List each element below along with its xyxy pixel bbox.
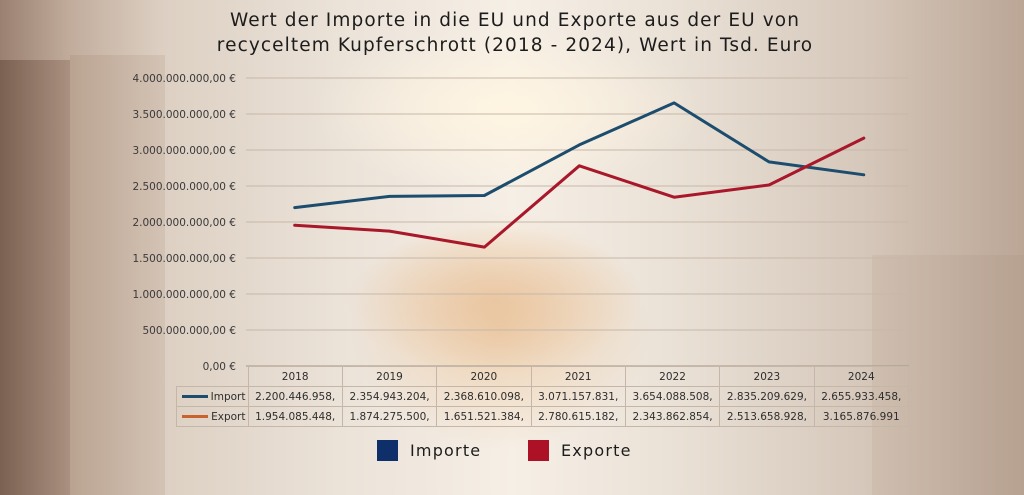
y-tick-label: 2.500.000.000,00 € (132, 181, 236, 193)
background-block-left (70, 55, 165, 495)
chart-title-line-2: recyceltem Kupferschrott (2018 - 2024), … (216, 35, 814, 56)
y-tick-label: 1.500.000.000,00 € (132, 253, 236, 265)
data-table-cell: 1.874.275.500, (341, 406, 438, 427)
data-table-cell: 1.651.521.384, (436, 406, 532, 427)
y-tick-label: 4.000.000.000,00 € (132, 73, 236, 85)
series-line-import (293, 101, 866, 210)
data-point-import (293, 206, 296, 209)
background-pillar-left (0, 60, 70, 495)
y-tick-label: 0,00 € (203, 361, 236, 373)
data-table-row-import: Import 2.200.446.958, 2.354.943.204, 2.3… (176, 386, 910, 407)
data-table-year: 2021 (530, 366, 626, 387)
data-point-export (862, 136, 865, 140)
data-table-cell: 2.200.446.958, (247, 386, 343, 407)
y-tick-label: 3.000.000.000,00 € (132, 145, 236, 157)
data-point-export (767, 183, 771, 187)
data-table-cell: 3.165.876.991 (813, 406, 910, 427)
series-line-export (293, 136, 866, 249)
legend-swatch-importe (377, 440, 398, 461)
data-point-import (862, 173, 865, 176)
data-table: 2018 2019 2020 2021 2022 2023 2024 Impor… (176, 366, 910, 427)
legend-swatch-exporte (528, 440, 549, 461)
data-point-export (483, 245, 486, 249)
data-table-cell: 3.071.157.831, (530, 386, 626, 407)
y-tick-label: 3.500.000.000,00 € (132, 109, 236, 121)
data-table-cell: 2.655.933.458, (813, 386, 910, 407)
legend-label-exporte: Exporte (561, 441, 632, 460)
import-line-key (181, 395, 208, 398)
data-table-series-key-export: Export (176, 406, 249, 427)
data-table-cell: 2.368.610.098, (436, 386, 532, 407)
background-light-beam (345, 225, 645, 375)
data-table-corner (177, 367, 249, 387)
data-table-row-export: Export 1.954.085.448, 1.874.275.500, 1.6… (176, 406, 910, 427)
data-table-cell: 1.954.085.448, (247, 406, 343, 427)
gridlines (246, 77, 909, 367)
y-axis-tick-labels: 0,00 € 500.000.000,00 € 1.000.000.000,00 €… (132, 73, 236, 373)
legend: Importe Exporte (0, 440, 1024, 470)
data-table-year: 2022 (624, 366, 721, 387)
data-table-header-row: 2018 2019 2020 2021 2022 2023 2024 (177, 366, 910, 387)
data-table-series-key-import: Import (176, 386, 249, 407)
data-point-export (672, 196, 676, 199)
data-table-cell: 3.654.088.508, (624, 386, 721, 407)
data-point-export (293, 224, 296, 227)
y-tick-label: 1.000.000.000,00 € (132, 289, 236, 301)
data-point-import (578, 143, 581, 147)
chart-title: Wert der Importe in die EU und Exporte a… (120, 8, 910, 58)
data-table-cell: 2.835.209.629, (719, 386, 815, 407)
series-name-import: Import (210, 390, 246, 403)
series-name-export: Export (211, 410, 246, 423)
data-point-import (767, 160, 771, 164)
data-table-year: 2018 (247, 366, 343, 387)
chart-title-line-1: Wert der Importe in die EU und Exporte a… (229, 10, 801, 31)
data-point-import (388, 195, 391, 198)
data-point-import (672, 101, 676, 105)
export-line-key (182, 415, 209, 418)
data-series (293, 101, 866, 249)
data-table-year: 2024 (813, 366, 910, 387)
legend-item-exporte: Exporte (528, 440, 632, 461)
legend-item-importe: Importe (377, 440, 481, 461)
data-table-year: 2020 (436, 366, 532, 387)
data-table-cell: 2.780.615.182, (530, 406, 626, 427)
data-table-year: 2019 (341, 366, 438, 387)
data-table-cell: 2.343.862.854, (624, 406, 721, 427)
data-point-import (483, 194, 486, 197)
legend-label-importe: Importe (410, 441, 482, 460)
y-tick-label: 2.000.000.000,00 € (132, 217, 236, 229)
data-table-year: 2023 (719, 366, 815, 387)
data-point-export (388, 229, 391, 233)
data-table-cell: 2.513.658.928, (719, 406, 815, 427)
data-point-export (578, 164, 581, 167)
data-table-cell: 2.354.943.204, (341, 386, 438, 407)
y-tick-label: 500.000.000,00 € (142, 325, 236, 337)
